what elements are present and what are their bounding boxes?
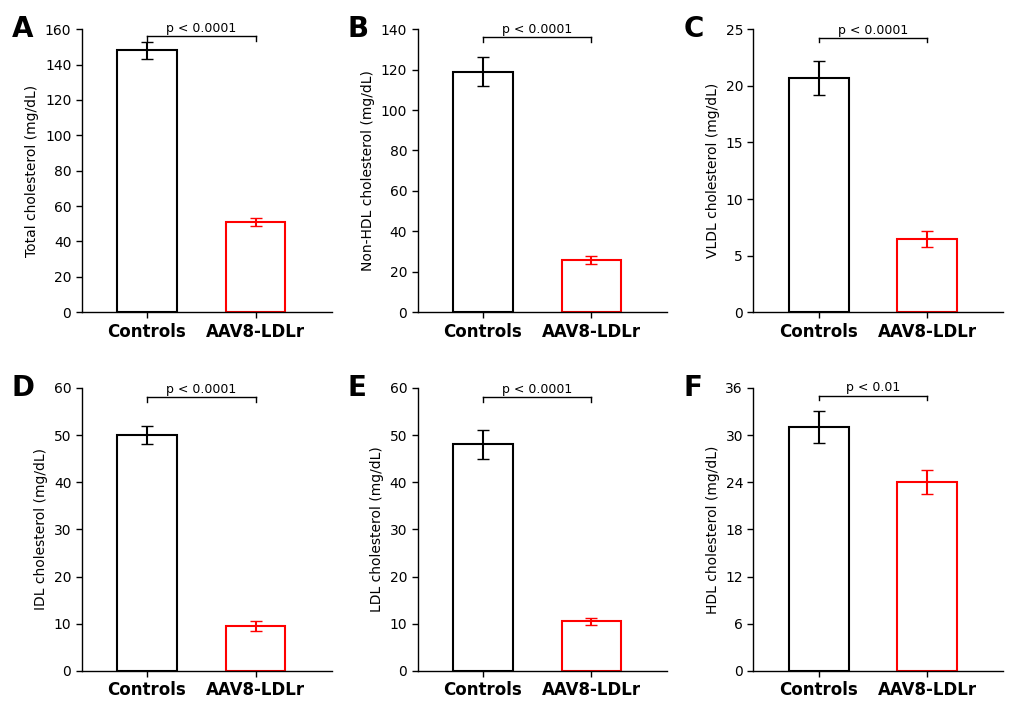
Bar: [225, 222, 285, 312]
Y-axis label: LDL cholesterol (mg/dL): LDL cholesterol (mg/dL): [370, 447, 383, 612]
Text: C: C: [683, 15, 703, 43]
Y-axis label: VLDL cholesterol (mg/dL): VLDL cholesterol (mg/dL): [705, 83, 719, 258]
Bar: [225, 626, 285, 671]
Bar: [452, 445, 513, 671]
Text: p < 0.0001: p < 0.0001: [501, 23, 572, 36]
Y-axis label: HDL cholesterol (mg/dL): HDL cholesterol (mg/dL): [705, 445, 719, 614]
Text: A: A: [12, 15, 34, 43]
Text: p < 0.01: p < 0.01: [845, 382, 899, 395]
Bar: [117, 435, 176, 671]
Bar: [788, 78, 848, 312]
Bar: [452, 72, 513, 312]
Text: p < 0.0001: p < 0.0001: [166, 22, 236, 35]
Text: p < 0.0001: p < 0.0001: [501, 383, 572, 396]
Bar: [561, 260, 621, 312]
Bar: [897, 238, 956, 312]
Text: F: F: [683, 374, 702, 402]
Bar: [117, 50, 176, 312]
Text: B: B: [347, 15, 369, 43]
Text: p < 0.0001: p < 0.0001: [837, 24, 907, 37]
Bar: [561, 621, 621, 671]
Y-axis label: Non-HDL cholesterol (mg/dL): Non-HDL cholesterol (mg/dL): [361, 70, 375, 271]
Text: D: D: [12, 374, 35, 402]
Bar: [788, 427, 848, 671]
Bar: [897, 483, 956, 671]
Text: E: E: [347, 374, 366, 402]
Y-axis label: Total cholesterol (mg/dL): Total cholesterol (mg/dL): [25, 84, 40, 257]
Y-axis label: IDL cholesterol (mg/dL): IDL cholesterol (mg/dL): [34, 448, 48, 611]
Text: p < 0.0001: p < 0.0001: [166, 383, 236, 396]
